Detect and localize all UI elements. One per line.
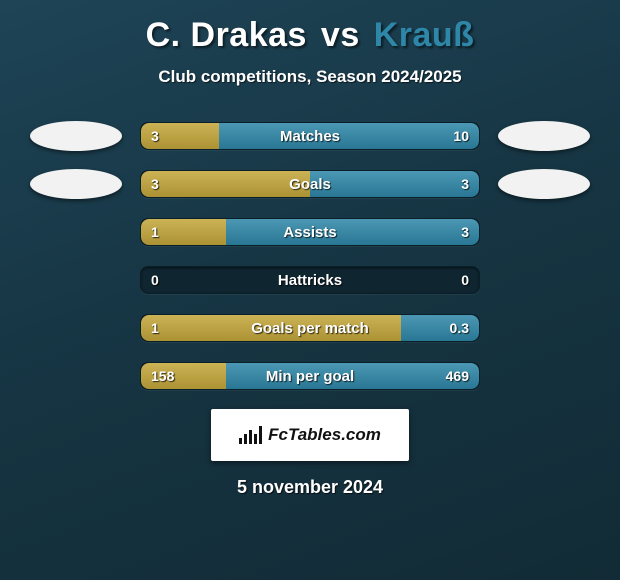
oval-spacer (498, 361, 590, 391)
player2-fill (219, 123, 479, 149)
oval-spacer (498, 313, 590, 343)
stat-row: 158469Min per goal (0, 361, 620, 391)
player2-fill (401, 315, 479, 341)
page-title: C. Drakas vs Krauß (0, 16, 620, 55)
oval-spacer (498, 265, 590, 295)
stat-bar: 0 0Hattricks (140, 266, 480, 294)
brand-text: FcTables.com (268, 425, 381, 445)
oval-spacer (30, 313, 122, 343)
oval-spacer (30, 361, 122, 391)
player1-name: C. Drakas (146, 16, 307, 54)
player1-club-oval (30, 121, 122, 151)
player2-fill (310, 171, 479, 197)
stat-bar: 13Assists (140, 218, 480, 246)
stat-row: 33Goals (0, 169, 620, 199)
vs-separator: vs (321, 16, 360, 54)
oval-spacer (30, 217, 122, 247)
player1-fill (141, 315, 401, 341)
brand-badge[interactable]: FcTables.com (211, 409, 409, 461)
player2-name: Krauß (374, 16, 475, 54)
bar-chart-icon (239, 426, 262, 444)
stat-row: 310Matches (0, 121, 620, 151)
player2-value: 0 (461, 267, 469, 293)
footer-date: 5 november 2024 (0, 477, 620, 498)
player2-club-oval (498, 121, 590, 151)
stat-row: 10.3Goals per match (0, 313, 620, 343)
stat-bar: 158469Min per goal (140, 362, 480, 390)
player1-club-oval (30, 169, 122, 199)
stat-row: 0 0Hattricks (0, 265, 620, 295)
oval-spacer (30, 265, 122, 295)
oval-spacer (498, 217, 590, 247)
stat-label: Hattricks (141, 267, 479, 293)
player1-fill (141, 219, 226, 245)
stats-list: 310Matches 33Goals 13Assists 0 0Hattricks 10.… (0, 121, 620, 391)
player2-fill (226, 363, 479, 389)
stat-bar: 10.3Goals per match (140, 314, 480, 342)
player2-fill (226, 219, 480, 245)
player1-fill (141, 123, 219, 149)
stat-row: 13Assists (0, 217, 620, 247)
comparison-widget: C. Drakas vs Krauß Club competitions, Se… (0, 0, 620, 580)
player1-value: 0 (151, 267, 159, 293)
stat-bar: 310Matches (140, 122, 480, 150)
player1-fill (141, 363, 226, 389)
player1-fill (141, 171, 310, 197)
subtitle: Club competitions, Season 2024/2025 (0, 67, 620, 87)
player2-club-oval (498, 169, 590, 199)
stat-bar: 33Goals (140, 170, 480, 198)
